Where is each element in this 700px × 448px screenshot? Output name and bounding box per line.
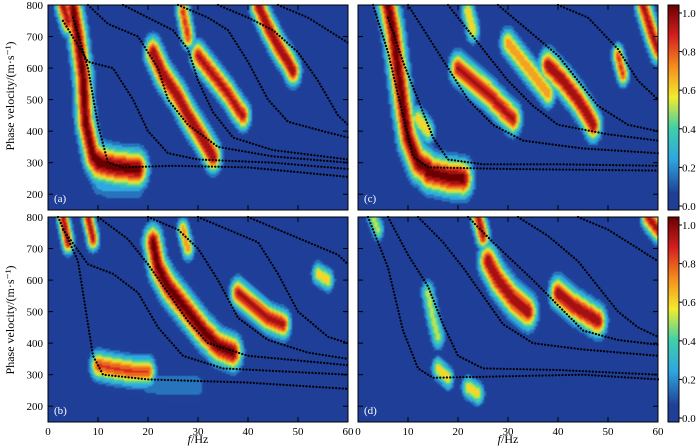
- x-axis-label-unit: /Hz: [501, 432, 518, 446]
- dispersion-curve: [246, 215, 350, 266]
- dispersion-curve: [496, 3, 660, 133]
- heatmap-image: [48, 217, 348, 422]
- colorbars: 0.0 0.2 0.4 0.6 0.8 1.0 0.0 0.2 0.4 0.6 0.8 1.0: [667, 4, 696, 425]
- y-tick-label: 500: [27, 95, 44, 107]
- x-tick-label: 40: [553, 426, 565, 438]
- heatmap-image: [358, 217, 658, 422]
- x-tick-label: 60: [343, 426, 355, 438]
- panel-label: (b): [54, 405, 67, 417]
- x-tick-label: 0: [355, 426, 361, 438]
- dispersion-curve: [96, 215, 350, 367]
- x-axis-label-symbol: f: [498, 432, 503, 446]
- y-tick-label: 300: [27, 370, 44, 382]
- colorbar-tick-label: 0.4: [682, 124, 696, 136]
- y-tick-label: 600: [27, 63, 44, 75]
- dispersion-curve: [196, 215, 350, 345]
- x-tick-label: 20: [453, 426, 465, 438]
- y-tick-label: 200: [27, 189, 44, 201]
- x-axis-label-left: f/Hz: [188, 432, 209, 446]
- x-tick-label: 0: [45, 426, 51, 438]
- dispersion-curve: [366, 215, 660, 381]
- colorbar-tick-label: 0.4: [682, 336, 696, 348]
- x-axis-label-unit: /Hz: [191, 432, 208, 446]
- x-tick-label: 50: [293, 426, 305, 438]
- panel-label: (d): [364, 405, 377, 417]
- y-tick-label: 700: [27, 32, 44, 44]
- chart-panel: 200 300 400 500 600 700 800 (a): [27, 0, 350, 211]
- y-axis-label-top: Phase velocity/(m·s⁻¹): [3, 42, 17, 151]
- dispersion-curve: [556, 3, 660, 101]
- heatmap-image: [48, 5, 348, 210]
- x-tick-label: 30: [193, 426, 205, 438]
- dispersion-curve: [416, 215, 660, 357]
- dispersion-curve: [86, 3, 350, 164]
- panel-label: (c): [364, 193, 377, 205]
- y-tick-label: 400: [27, 338, 44, 350]
- x-tick-label: 40: [243, 426, 255, 438]
- y-axis-label-bottom: Phase velocity/(m·s⁻¹): [3, 266, 17, 375]
- dispersion-curve: [71, 16, 350, 178]
- colorbar-tick-label: 0.8: [682, 47, 696, 59]
- x-tick-label: 30: [503, 426, 515, 438]
- dispersion-curve: [216, 3, 350, 126]
- colorbar-tick-label: 0.8: [682, 259, 696, 271]
- colorbar-tick-label: 0.6: [682, 85, 696, 97]
- colorbar-tick-label: 1.0: [682, 220, 696, 232]
- dispersion-curve: [56, 215, 350, 390]
- colorbar-tick-label: 0.0: [682, 413, 696, 425]
- dispersion-curve: [516, 215, 660, 338]
- chart-panel: 0 10 20 30 40 50 60 (d): [355, 215, 665, 438]
- x-tick-label: 60: [653, 426, 665, 438]
- dispersion-curve: [386, 16, 660, 167]
- y-tick-label: 400: [27, 126, 44, 138]
- x-axis-label-symbol: f: [188, 432, 193, 446]
- dispersion-curve: [61, 19, 350, 171]
- colorbar-tick-label: 1.0: [682, 8, 696, 20]
- dispersion-curve: [466, 215, 660, 346]
- heatmap-image: [358, 5, 658, 210]
- x-tick-label: 50: [603, 426, 615, 438]
- dispersion-curve: [406, 3, 660, 155]
- dispersion-curve: [276, 3, 350, 44]
- y-tick-label: 700: [27, 244, 44, 256]
- dispersion-curve: [61, 228, 350, 376]
- colorbar: 0.0 0.2 0.4 0.6 0.8 1.0: [667, 4, 696, 213]
- y-tick-label: 800: [27, 0, 44, 12]
- y-tick-label: 500: [27, 307, 44, 319]
- x-tick-label: 10: [403, 426, 415, 438]
- dispersion-curve: [386, 215, 660, 376]
- chart-panel: 200 300 400 500 600 700 800 0 10 20 30 40 50 60 (b): [27, 212, 355, 438]
- y-tick-label: 600: [27, 275, 44, 287]
- dispersion-curve: [121, 3, 350, 161]
- x-tick-label: 20: [143, 426, 155, 438]
- y-tick-label: 300: [27, 158, 44, 170]
- y-tick-label: 800: [27, 212, 44, 224]
- dispersion-curve: [371, 3, 660, 172]
- y-tick-label: 200: [27, 401, 44, 413]
- colorbar-tick-label: 0.6: [682, 297, 696, 309]
- colorbar-gradient: [667, 4, 680, 211]
- colorbar: 0.0 0.2 0.4 0.6 0.8 1.0: [667, 216, 696, 425]
- colorbar-tick-label: 0.2: [682, 374, 696, 386]
- chart-panel: (c): [357, 3, 660, 211]
- x-axis-label-right: f/Hz: [498, 432, 519, 446]
- panel-label: (a): [54, 193, 67, 205]
- colorbar-tick-label: 0.2: [682, 162, 696, 174]
- dispersion-curve: [146, 215, 350, 360]
- dispersion-curve: [176, 3, 350, 139]
- colorbar-tick-label: 0.0: [682, 201, 696, 213]
- x-tick-label: 10: [93, 426, 105, 438]
- colorbar-gradient: [667, 216, 680, 423]
- dispersion-curve: [576, 215, 660, 263]
